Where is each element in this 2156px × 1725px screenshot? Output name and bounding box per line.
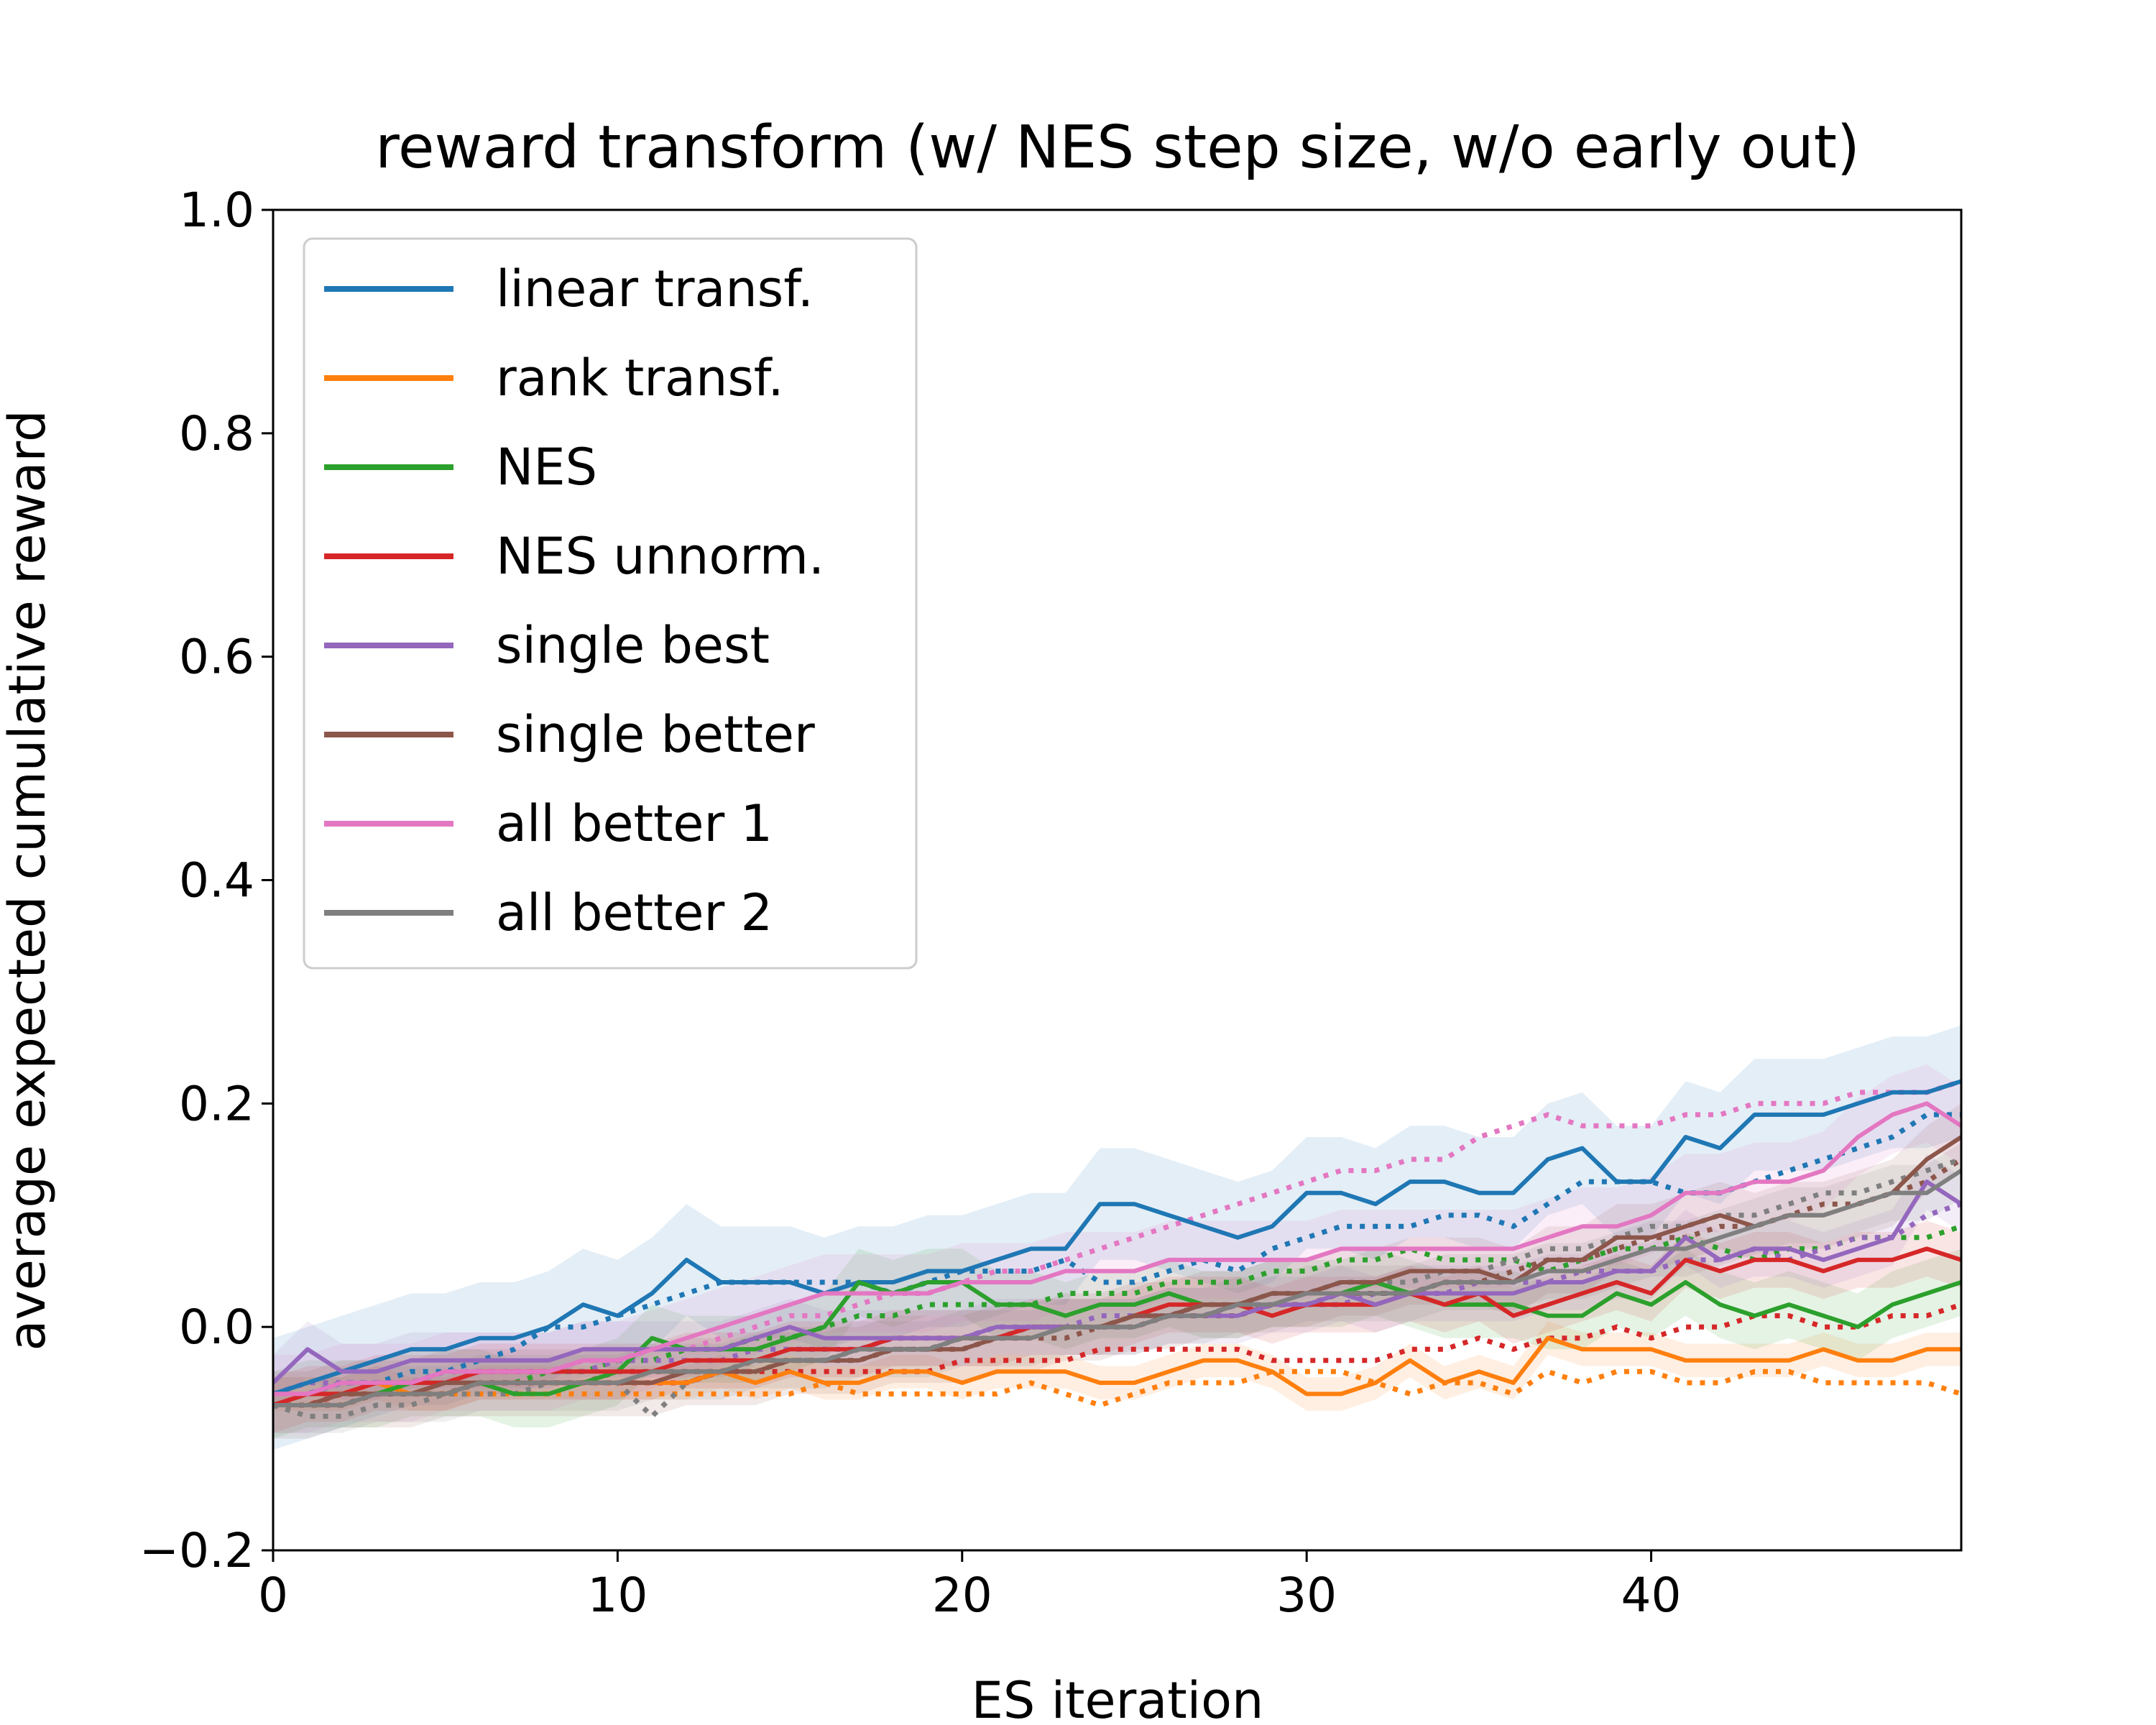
x-axis-label: ES iteration xyxy=(972,1671,1264,1725)
linear-transf-line xyxy=(273,1079,1961,1397)
x-tick-label: 0 xyxy=(258,1568,288,1623)
plot-area xyxy=(272,208,1963,1552)
x-axis: 0 10 20 30 40 xyxy=(258,1550,1682,1623)
legend-label-nes: NES xyxy=(496,438,597,497)
rank-transf-band xyxy=(273,1321,1961,1411)
all-better-2-line xyxy=(273,1169,1961,1407)
linear-transf-band xyxy=(273,1025,1961,1450)
legend-box xyxy=(303,237,918,970)
x-tick-label: 40 xyxy=(1621,1568,1682,1623)
single-better-band xyxy=(273,1103,1961,1439)
confidence-bands xyxy=(273,1025,1961,1450)
y-tick-label: 1.0 xyxy=(179,183,254,238)
legend-label-linear-transf: linear transf. xyxy=(496,259,814,318)
linear-transf-dotted-line xyxy=(273,1112,1961,1408)
nes-band xyxy=(273,1248,1961,1439)
rank-transf-dotted-line xyxy=(273,1368,1961,1408)
y-tick-label: 0.2 xyxy=(179,1076,254,1131)
legend-label-rank-transf: rank transf. xyxy=(496,349,784,408)
chart-title: reward transform (w/ NES step size, w/o … xyxy=(375,114,1860,182)
legend-label-all-better-1: all better 1 xyxy=(496,794,773,853)
y-tick-label: 0.8 xyxy=(179,406,254,461)
all-better-1-line xyxy=(273,1101,1961,1397)
y-axis: −0.2 0.0 0.2 0.4 0.6 0.8 1.0 xyxy=(139,183,273,1578)
x-tick-label: 10 xyxy=(587,1568,648,1623)
legend-label-all-better-2: all better 2 xyxy=(496,883,773,942)
y-tick-label: −0.2 xyxy=(139,1523,254,1578)
y-tick-label: 0.4 xyxy=(179,853,254,908)
x-tick-label: 30 xyxy=(1276,1568,1337,1623)
solid-series-lines xyxy=(273,1079,1961,1407)
legend-label-nes-unnorm: NES unnorm. xyxy=(496,527,824,586)
y-axis-label: average expected cumulative reward xyxy=(0,410,57,1351)
y-tick-label: 0.6 xyxy=(179,630,254,685)
legend: linear transf. rank transf. NES NES unnorm.… xyxy=(303,237,918,970)
y-tick-label: 0.0 xyxy=(179,1300,254,1355)
legend-label-single-best: single best xyxy=(496,616,770,675)
x-tick-label: 20 xyxy=(932,1568,992,1623)
legend-label-single-better: single better xyxy=(496,705,815,764)
nes-line xyxy=(273,1280,1961,1407)
all-better-1-band xyxy=(273,1064,1961,1433)
